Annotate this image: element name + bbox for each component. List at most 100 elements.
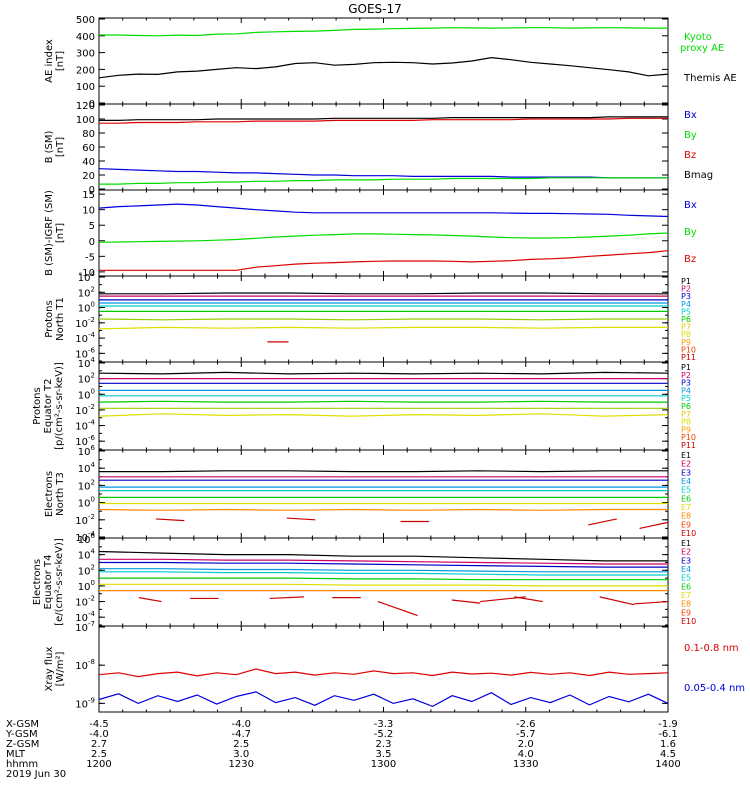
y-axis-label: B (SM)-IGRF (SM) — [44, 190, 55, 276]
series-p8 — [98, 413, 669, 417]
y-tick-label: 300 — [76, 49, 95, 60]
series-e2 — [99, 558, 668, 565]
legend-entry: By — [684, 130, 697, 141]
y-axis-label: [W/m²] — [55, 651, 66, 686]
y-axis-label: Protons — [32, 387, 43, 424]
y-tick-label: 10-9 — [75, 696, 95, 710]
legend-entry: Bz — [684, 150, 696, 161]
legend-entry: P9 — [681, 425, 691, 434]
x-tick-label: -4.0 — [89, 729, 109, 740]
y-tick-label: 15 — [82, 190, 95, 201]
legend-entry: P1 — [681, 363, 691, 372]
legend-entry: 0.1-0.8 nm — [684, 643, 739, 654]
legend-entry: P4 — [681, 386, 691, 395]
legend-entry: P3 — [681, 292, 691, 301]
legend-entry: E1 — [681, 451, 691, 460]
x-tick-label: 1400 — [655, 759, 680, 770]
y-axis-label: North T3 — [55, 472, 66, 516]
y-tick-label: 100 — [76, 115, 95, 126]
legend-entry: proxy AE — [680, 43, 724, 54]
y-tick-label: 10-2 — [75, 513, 95, 527]
y-tick-label: 100 — [78, 301, 95, 315]
x-tick-label: 4.0 — [518, 749, 534, 760]
series-e1 — [98, 550, 668, 562]
x-row-label: X-GSM — [6, 719, 39, 730]
x-row-label: hhmm — [6, 759, 38, 770]
legend-entry: E5 — [681, 486, 691, 495]
y-tick-label: 104 — [78, 356, 96, 370]
panel-frame — [98, 17, 669, 105]
legend-entry: E3 — [681, 468, 691, 477]
legend-entry: E9 — [681, 520, 691, 529]
legend-entry: P8 — [681, 418, 691, 427]
y-axis-label: Electrons — [44, 471, 55, 517]
series-0-1-0-8-nm — [98, 668, 669, 678]
y-tick-label: 10-2 — [75, 316, 95, 330]
legend-entry: P3 — [681, 379, 691, 388]
legend-entry: E9 — [681, 608, 691, 617]
y-axis-label: Electrons — [32, 559, 43, 605]
legend-entry: P7 — [681, 323, 691, 332]
y-tick-label: -10 — [79, 268, 95, 279]
legend-entry: P11 — [681, 441, 696, 450]
panel-b: 0 20 40 60 80 100 120 B (SM) [nT] Bx By Bz Bmag — [44, 101, 713, 196]
y-tick-label: 0 — [89, 185, 95, 196]
y-axis-label: Equator T2 — [43, 379, 54, 434]
data-segment — [599, 596, 634, 606]
legend-entry: P5 — [681, 394, 691, 403]
chart-title: GOES-17 — [348, 2, 402, 16]
legend-entry: Kyoto — [684, 32, 712, 43]
y-tick-label: 80 — [82, 129, 95, 140]
y-tick-label: 20 — [82, 171, 95, 182]
y-tick-label: 60 — [82, 143, 95, 154]
panel-xray: 10-7 10-8 10-9 Xray flux [W/m²] 0.1-0.8 nm 0.0… — [44, 620, 745, 713]
y-tick-label: 120 — [76, 101, 95, 112]
legend-entry: E8 — [681, 600, 691, 609]
series-bx — [98, 203, 669, 218]
panel-bigrf: -10 -5 0 5 10 15 B (SM)-IGRF (SM) [nT] Bx By Bz — [44, 189, 697, 279]
y-tick-label: 100 — [78, 496, 95, 510]
x-row-label: Z-GSM — [6, 739, 39, 750]
y-tick-label: 100 — [78, 579, 95, 593]
y-tick-label: 40 — [82, 157, 95, 168]
legend-entry: E8 — [681, 512, 691, 521]
y-axis-label: Xray flux — [44, 647, 55, 692]
series-e3 — [99, 561, 668, 568]
y-axis-label: [p/(cm²-s-sr-keV)] — [54, 362, 65, 450]
y-tick-label: 10-6 — [75, 346, 95, 360]
series-e1 — [99, 470, 668, 473]
legend-entry: P11 — [681, 353, 696, 362]
legend-entry: Bz — [684, 254, 696, 265]
y-axis-label: North T1 — [55, 297, 66, 341]
data-segment — [269, 596, 304, 600]
y-axis-label: Protons — [44, 300, 55, 337]
legend-entry: E10 — [681, 617, 696, 626]
x-tick-label: 1330 — [513, 759, 538, 770]
y-tick-label: 104 — [78, 548, 96, 562]
y-tick-label: 0 — [89, 237, 95, 248]
series-by — [99, 177, 668, 185]
legend-entry: E1 — [681, 539, 691, 548]
y-tick-label: 106 — [78, 532, 96, 546]
y-tick-label: 10-7 — [75, 620, 95, 634]
y-tick-label: 500 — [76, 15, 95, 26]
y-tick-label: 102 — [78, 563, 95, 577]
x-tick-label: 4.5 — [660, 749, 676, 760]
series-p1 — [98, 371, 669, 375]
y-axis-label: [nT] — [55, 223, 66, 243]
panel-frame — [98, 449, 669, 539]
y-tick-label: 10-4 — [75, 610, 95, 624]
x-row-label: MLT — [6, 749, 26, 760]
legend-entry: E10 — [681, 529, 696, 538]
series-0-05-0-4-nm — [98, 691, 669, 708]
legend-entry: E6 — [681, 494, 691, 503]
x-tick-label: 1230 — [229, 759, 254, 770]
y-axis-label: AE index — [44, 39, 55, 83]
x-tick-label: 1.6 — [660, 739, 676, 750]
x-tick-label: -4.5 — [89, 719, 109, 730]
legend-entry: P4 — [681, 300, 691, 309]
x-axis-labels: X-GSM -4.5 -4.0 -3.3 -2.6 -1.9Y-GSM -4.0 -4.7 -5… — [5, 719, 681, 780]
x-tick-label: 3.5 — [376, 749, 392, 760]
